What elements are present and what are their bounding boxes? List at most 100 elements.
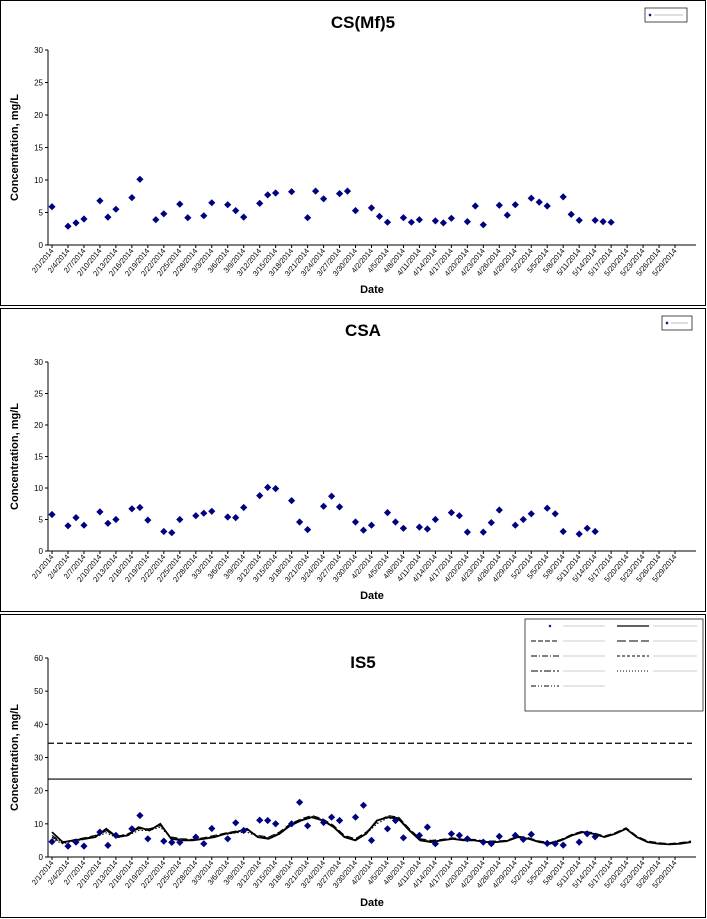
data-point	[128, 194, 136, 202]
data-point	[351, 207, 360, 215]
data-point	[240, 826, 248, 835]
data-point	[527, 510, 535, 518]
data-point	[607, 218, 615, 226]
data-point	[391, 816, 400, 825]
chart-title: CS(Mf)5	[331, 13, 395, 32]
data-point	[367, 204, 376, 212]
data-point	[304, 822, 312, 830]
y-tick-label: 20	[34, 111, 43, 120]
data-point	[447, 214, 455, 222]
data-point	[312, 187, 320, 195]
data-point	[591, 833, 599, 841]
y-tick-label: 5	[39, 516, 44, 525]
data-point	[431, 217, 439, 225]
data-point	[200, 212, 208, 220]
data-point	[200, 840, 208, 848]
data-point	[399, 834, 408, 842]
data-point	[176, 200, 184, 208]
data-point	[567, 210, 575, 218]
data-point	[80, 521, 88, 529]
y-tick-label: 30	[34, 358, 43, 367]
data-point	[559, 841, 567, 849]
data-point	[583, 524, 591, 532]
y-tick-label: 10	[34, 484, 43, 493]
data-point	[128, 505, 136, 513]
data-point	[479, 221, 487, 229]
data-point	[96, 197, 104, 205]
y-tick-label: 30	[34, 754, 43, 763]
data-point	[527, 830, 535, 838]
y-tick-label: 20	[34, 421, 43, 430]
y-tick-label: 15	[34, 144, 43, 153]
data-point	[224, 835, 232, 843]
data-point	[144, 835, 152, 843]
data-point	[64, 222, 72, 230]
data-point	[335, 190, 344, 198]
data-point	[240, 213, 248, 221]
y-tick-label: 5	[39, 209, 44, 218]
legend-marker	[548, 624, 552, 628]
data-point	[359, 526, 368, 534]
data-point	[144, 516, 152, 524]
data-point	[591, 527, 599, 536]
data-point	[184, 214, 192, 222]
legend-marker	[648, 13, 652, 17]
data-point	[128, 825, 136, 833]
data-point	[471, 202, 479, 210]
data-point	[367, 836, 376, 844]
x-axis-label: Date	[360, 590, 384, 602]
data-point	[264, 816, 272, 825]
series-line	[51, 815, 692, 845]
data-point	[192, 512, 200, 520]
data-point	[104, 841, 112, 849]
data-point	[511, 831, 519, 839]
data-point	[383, 825, 392, 833]
data-point	[367, 521, 376, 529]
data-point	[232, 819, 240, 827]
data-point	[48, 838, 56, 846]
y-tick-label: 25	[34, 79, 43, 88]
data-point	[112, 831, 120, 839]
data-point	[423, 823, 431, 831]
data-point	[64, 842, 72, 850]
data-point	[176, 515, 184, 524]
data-point	[272, 485, 280, 493]
data-point	[112, 515, 120, 524]
data-point	[431, 515, 439, 524]
data-point	[415, 523, 423, 531]
y-tick-label: 0	[39, 547, 44, 556]
data-point	[431, 840, 439, 848]
data-point	[591, 216, 599, 224]
chart-3: IS501020304050602/1/20142/4/20142/7/2014…	[9, 618, 704, 909]
data-point	[80, 842, 88, 850]
data-point	[383, 218, 392, 226]
data-point	[543, 202, 551, 210]
data-point	[511, 201, 519, 209]
data-point	[168, 838, 176, 846]
data-point	[559, 193, 567, 201]
data-point	[335, 816, 344, 825]
data-point	[399, 524, 408, 532]
y-tick-label: 20	[34, 787, 43, 796]
data-point	[543, 504, 551, 512]
data-point	[160, 837, 168, 845]
data-point	[296, 518, 304, 526]
y-tick-label: 25	[34, 390, 43, 399]
data-point	[168, 529, 176, 537]
data-point	[104, 519, 112, 527]
data-point	[264, 191, 272, 199]
data-point	[487, 519, 495, 527]
y-tick-label: 15	[34, 453, 43, 462]
data-point	[599, 218, 607, 226]
data-point	[383, 509, 392, 517]
data-point	[407, 218, 415, 226]
data-point	[439, 219, 447, 227]
data-point	[240, 503, 248, 512]
panel-frame-csa	[0, 308, 706, 612]
data-point	[463, 528, 471, 536]
data-point	[176, 838, 184, 846]
data-point	[224, 513, 232, 521]
data-point	[415, 216, 423, 224]
